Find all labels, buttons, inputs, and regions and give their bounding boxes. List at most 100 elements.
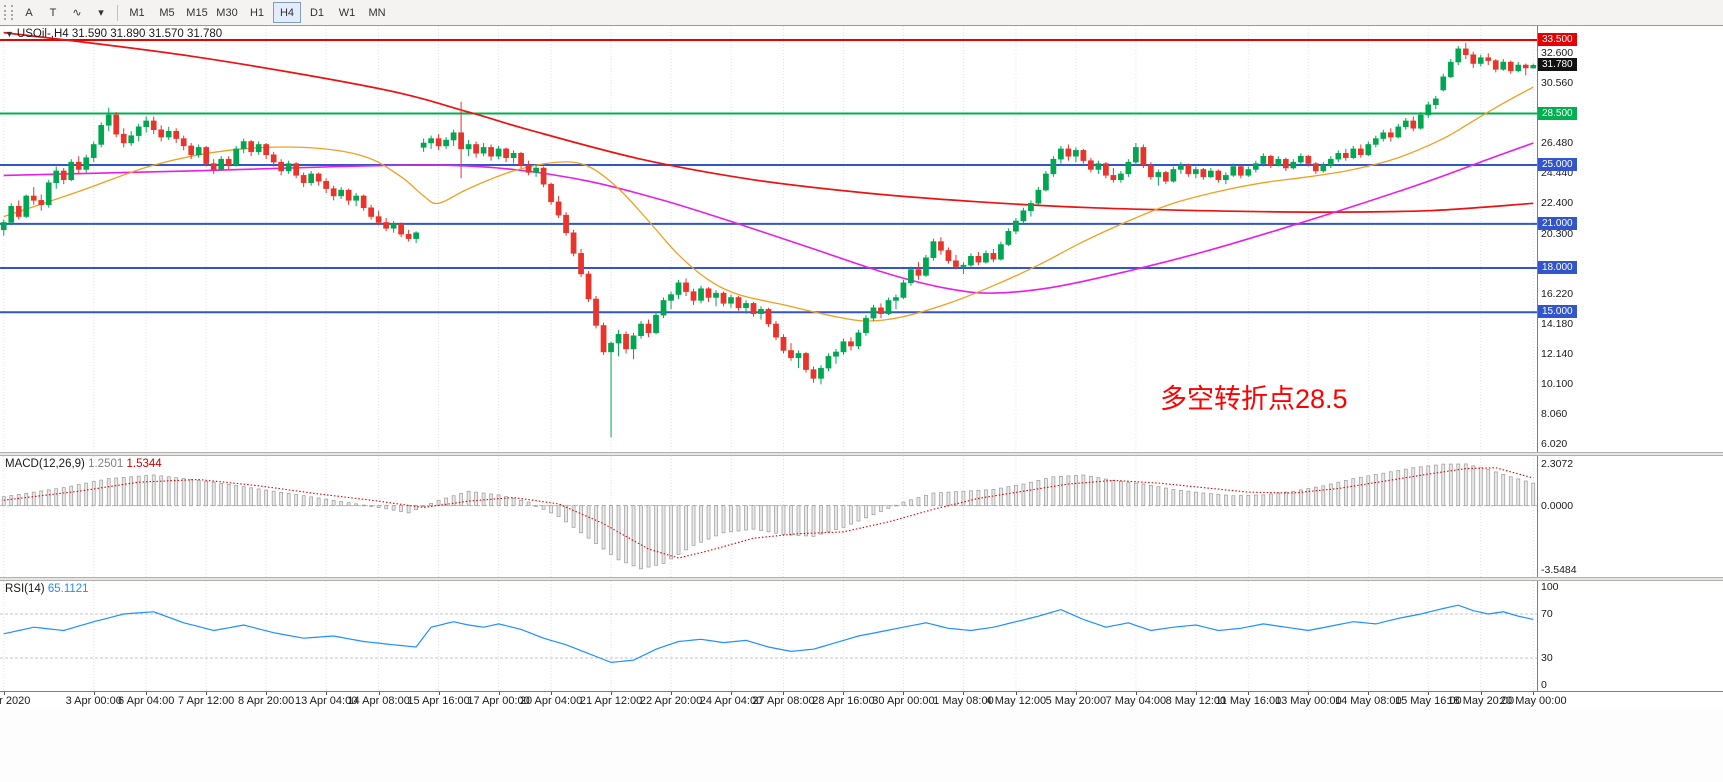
time-axis-label: 4 May 12:00 [985, 695, 1047, 707]
chart-collapse-icon[interactable]: ▼ [5, 29, 14, 39]
ma-mid-line [3, 142, 1534, 294]
time-axis-label: 15 Apr 16:00 [407, 695, 470, 707]
price-tag: 33.500 [1538, 32, 1577, 46]
timeframe-w1-button[interactable]: W1 [338, 6, 356, 19]
time-axis-tick [498, 692, 500, 695]
timeframe-h1-button[interactable]: H1 [249, 6, 265, 19]
price-tick-label: 8.060 [1541, 408, 1568, 421]
price-chart-panel[interactable]: ▼ USOil-,H4 31.590 31.890 31.570 31.780 多… [0, 26, 1537, 452]
time-axis-label: 15 May 16:00 [1394, 695, 1462, 707]
price-tick-label: 22.400 [1541, 197, 1574, 210]
rsi-title: RSI(14) 65.1121 [5, 583, 89, 595]
rsi-label: RSI(14) [5, 583, 45, 595]
rsi-canvas [0, 581, 1537, 691]
time-axis-label: 18 May 20:00 [1447, 695, 1515, 707]
macd-signal-line [3, 467, 1534, 559]
rsi-line [3, 604, 1534, 664]
toolbar-grip[interactable] [4, 5, 13, 20]
price-tick-label: 10.100 [1541, 378, 1574, 391]
time-axis-tick [611, 692, 613, 695]
time-axis-tick [1075, 692, 1077, 695]
time-axis-tick [783, 692, 785, 695]
macd-scale-label: 0.0000 [1541, 499, 1574, 512]
macd-signal-value: 1.5344 [126, 458, 162, 470]
macd-main-value: 1.2501 [88, 458, 124, 470]
time-axis-tick [266, 692, 268, 695]
price-tick-label: 14.180 [1541, 318, 1574, 331]
time-axis-label: 13 May 00:00 [1274, 695, 1342, 707]
price-chart-canvas [0, 26, 1537, 452]
annotation-text: 多空转折点28.5 [1160, 384, 1348, 414]
time-axis-label: 17 Apr 00:00 [467, 695, 530, 707]
time-axis-label: 24 Apr 04:00 [699, 695, 763, 707]
macd-axis: 2.3072 0.0000 -3.5484 [1537, 456, 1723, 577]
time-axis-tick [843, 692, 845, 695]
line-tools-button[interactable]: ∿ [72, 7, 82, 19]
time-axis-tick [1195, 692, 1197, 695]
candles [0, 42, 1537, 438]
macd-panel[interactable]: MACD(12,26,9) 1.2501 1.5344 [0, 456, 1537, 577]
macd-canvas [0, 456, 1537, 577]
rsi-axis: 100 70 30 0 [1537, 581, 1723, 691]
ma-slow-line [3, 31, 1534, 213]
time-axis-border [0, 691, 1723, 692]
time-axis-tick [1533, 692, 1535, 695]
time-axis-tick [1368, 692, 1370, 695]
price-tag: 21.000 [1538, 216, 1577, 230]
time-axis-label: 8 Apr 20:00 [238, 695, 295, 707]
tools-dropdown-button[interactable]: ▾ [98, 7, 104, 19]
time-axis-tick [326, 692, 328, 695]
macd-title: MACD(12,26,9) 1.2501 1.5344 [5, 458, 162, 470]
timeframe-d1-button[interactable]: D1 [309, 6, 325, 19]
price-tick-label: 12.140 [1541, 348, 1574, 361]
time-axis-label: 20 May 00:00 [1499, 695, 1567, 707]
time-axis-label: 11 May 16:00 [1215, 695, 1282, 707]
time-axis-label: 1 May 08:00 [933, 695, 994, 707]
timeframe-m1-button[interactable]: M1 [129, 6, 145, 19]
price-tag: 18.000 [1538, 261, 1577, 275]
time-axis-tick [146, 692, 148, 695]
time-axis-tick [1248, 692, 1250, 695]
time-axis-tick [963, 692, 965, 695]
macd-histogram [1, 463, 1536, 570]
timeframe-m5-button[interactable]: M5 [159, 6, 175, 19]
rsi-scale-label: 0 [1541, 679, 1547, 691]
price-tick-label: 26.480 [1541, 137, 1574, 150]
chart-symbol-timeframe: USOil-,H4 [16, 28, 69, 40]
rsi-scale-label: 70 [1541, 608, 1553, 620]
price-tick-label: 30.560 [1541, 77, 1574, 90]
time-axis-tick [3, 692, 5, 695]
panel-splitter[interactable] [0, 452, 1723, 456]
chart-window: ▼ USOil-,H4 31.590 31.890 31.570 31.780 多… [0, 26, 1723, 782]
time-axis-label: 13 Apr 04:00 [294, 695, 358, 707]
price-tick-label: 32.600 [1541, 47, 1574, 60]
price-tag: 28.500 [1538, 106, 1577, 120]
ma-fast-line [3, 86, 1534, 322]
time-axis-tick [731, 692, 732, 695]
price-tag: 15.000 [1538, 305, 1577, 319]
time-axis-label: 20 Apr 04:00 [519, 695, 583, 707]
rsi-value: 65.1121 [47, 583, 89, 595]
rsi-panel[interactable]: RSI(14) 65.1121 [0, 581, 1537, 691]
annotation-tool-button[interactable]: A [25, 6, 33, 19]
time-axis-label: 30 Apr 00:00 [872, 695, 935, 707]
timeframe-h4-button[interactable]: H4 [273, 2, 301, 23]
timeframe-m15-button[interactable]: M15 [186, 6, 208, 19]
time-axis-label: 7 Apr 12:00 [178, 695, 235, 707]
time-axis-label: 8 May 12:00 [1165, 695, 1227, 707]
time-axis-label: 14 Apr 08:00 [347, 695, 410, 707]
timeframe-mn-button[interactable]: MN [368, 6, 386, 19]
time-axis-label: 22 Apr 20:00 [639, 695, 703, 707]
rsi-scale-label: 100 [1541, 581, 1559, 593]
time-axis-label: 14 May 08:00 [1334, 695, 1402, 707]
time-axis-label: 5 May 20:00 [1045, 695, 1107, 707]
text-tool-button[interactable]: T [49, 6, 57, 19]
time-axis-tick [671, 692, 673, 695]
panel-splitter[interactable] [0, 577, 1723, 581]
time-axis[interactable]: 1 Apr 2020 3 Apr 00:006 Apr 04:007 Apr 12… [0, 692, 1723, 708]
toolbar-separator [117, 4, 118, 21]
time-axis-tick [1015, 692, 1017, 695]
chart-title: ▼ USOil-,H4 31.590 31.890 31.570 31.780 [5, 28, 222, 40]
time-axis-tick [903, 692, 905, 695]
timeframe-m30-button[interactable]: M30 [216, 6, 238, 19]
